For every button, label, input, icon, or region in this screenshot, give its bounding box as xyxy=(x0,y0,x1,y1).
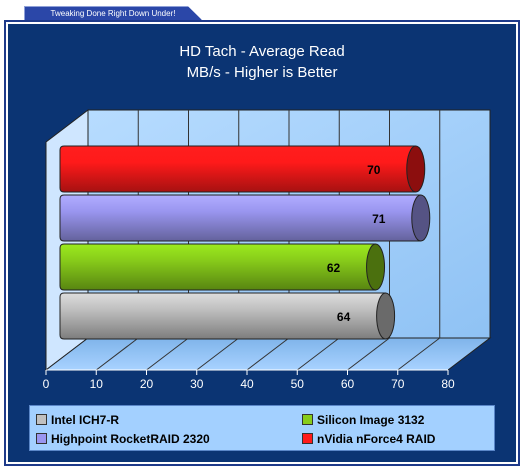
bar: 70 xyxy=(59,145,426,193)
x-tick-label: 30 xyxy=(190,377,204,391)
legend-item-intel: Intel ICH7-R xyxy=(36,412,119,428)
bar-data-label: 71 xyxy=(372,212,386,226)
x-tick-label: 40 xyxy=(240,377,254,391)
x-tick-label: 60 xyxy=(341,377,355,391)
legend-swatch xyxy=(36,433,47,445)
bar: 62 xyxy=(59,243,386,291)
gridline-floor xyxy=(246,337,290,371)
x-tick-label: 20 xyxy=(140,377,154,391)
bar-end-cap xyxy=(406,145,426,193)
chart-subtitle: MB/s - Higher is Better xyxy=(187,64,338,81)
legend-label: nVidia nForce4 RAID xyxy=(317,432,436,446)
bar-end-cap xyxy=(366,243,386,291)
x-tick-label: 0 xyxy=(43,377,50,391)
bar-body xyxy=(59,292,387,340)
gridline-floor xyxy=(347,337,390,371)
legend-swatch xyxy=(302,414,313,426)
bar-data-label: 64 xyxy=(337,310,351,324)
x-axis-ticks: 0 10 20 30 40 50 60 70 80 xyxy=(43,369,455,391)
bar-body xyxy=(59,145,417,193)
chart-bars: 70 71 62 64 xyxy=(59,145,431,340)
legend-swatch xyxy=(36,414,47,426)
legend-swatch xyxy=(302,433,313,445)
bar: 64 xyxy=(59,292,396,340)
legend-label: Silicon Image 3132 xyxy=(317,413,425,427)
gridline-floor xyxy=(95,337,139,371)
x-tick-label: 80 xyxy=(441,377,455,391)
bar-data-label: 62 xyxy=(327,261,341,275)
legend-item-nvidia: nVidia nForce4 RAID xyxy=(302,431,435,447)
legend-label: Intel ICH7-R xyxy=(51,413,120,427)
chart-title: HD Tach - Average Read xyxy=(179,43,344,60)
bar-data-label: 70 xyxy=(367,163,381,177)
legend-item-highpoint: Highpoint RocketRAID 2320 xyxy=(36,431,210,447)
gridline-floor xyxy=(196,337,240,371)
gridline-floor xyxy=(397,337,441,371)
x-tick-label: 10 xyxy=(90,377,104,391)
x-tick-label: 70 xyxy=(391,377,405,391)
bar-end-cap xyxy=(376,292,396,340)
x-tick-label: 50 xyxy=(291,377,305,391)
chart-legend: Intel ICH7-R Silicon Image 3132 Highpoin… xyxy=(29,405,495,451)
bar-end-cap xyxy=(411,194,431,242)
legend-item-silicon-image: Silicon Image 3132 xyxy=(302,412,424,428)
legend-label: Highpoint RocketRAID 2320 xyxy=(51,432,210,446)
bar-body xyxy=(59,243,377,291)
gridline-floor xyxy=(296,337,340,371)
bar-body xyxy=(59,194,422,242)
gridline-floor xyxy=(146,337,189,371)
bar: 71 xyxy=(59,194,431,242)
